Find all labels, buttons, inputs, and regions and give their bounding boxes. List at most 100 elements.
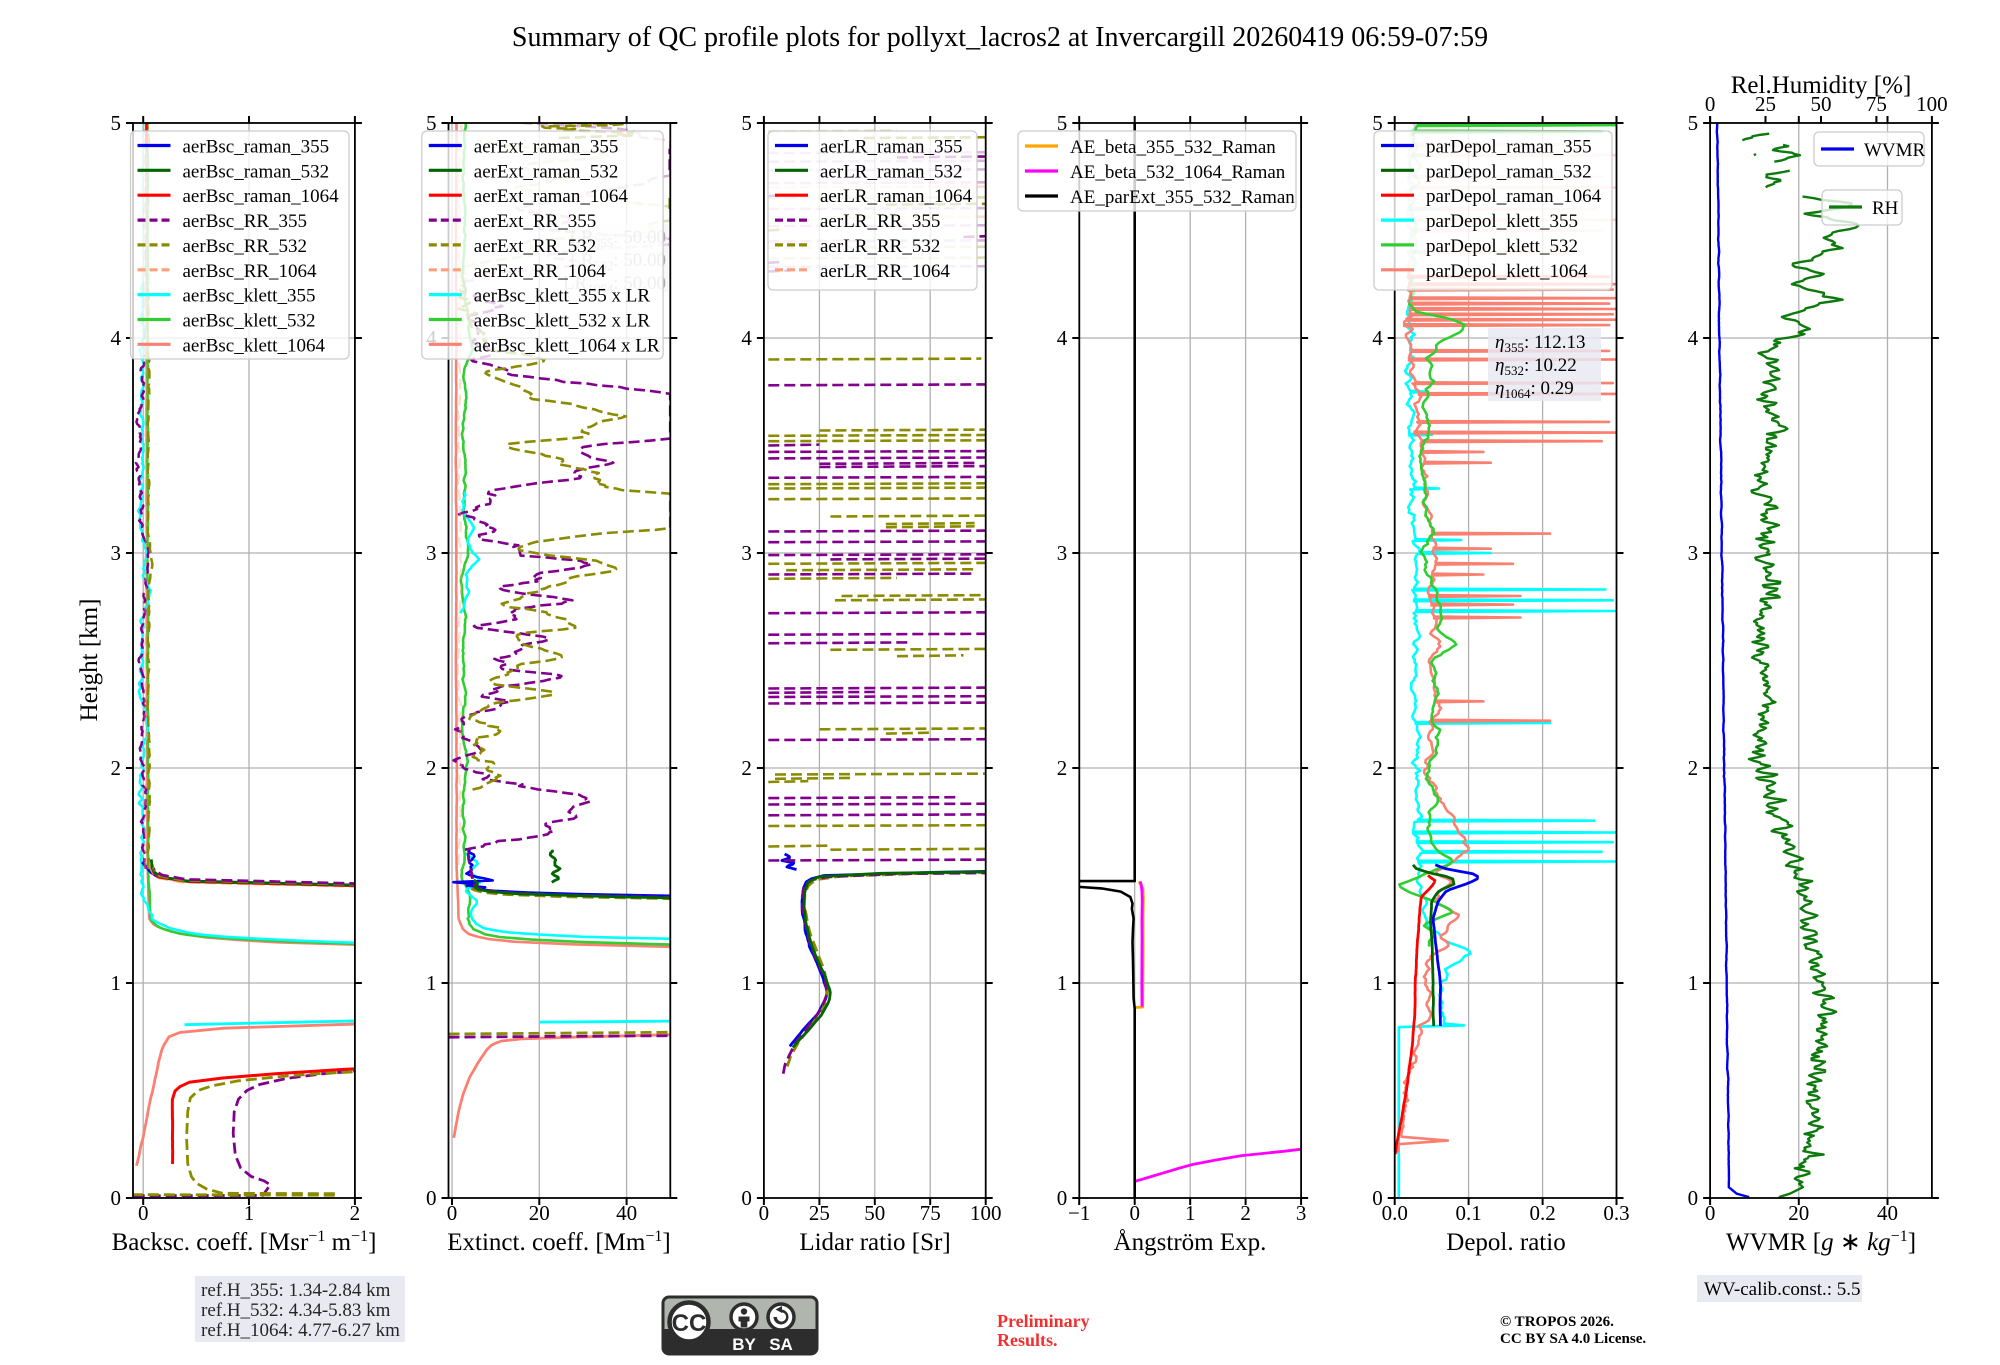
svg-text:0.0: 0.0 (1382, 1201, 1408, 1225)
svg-text:aerBsc_klett_1064: aerBsc_klett_1064 (183, 335, 326, 356)
svg-text:1: 1 (111, 971, 122, 995)
svg-text:WVMR: WVMR (1864, 140, 1926, 161)
svg-text:BY: BY (732, 1335, 756, 1354)
svg-text:4: 4 (1057, 326, 1068, 350)
svg-text:0: 0 (1129, 1201, 1140, 1225)
svg-text:AE_beta_355_532_Raman: AE_beta_355_532_Raman (1070, 137, 1276, 158)
svg-text:Extinct. coeff. [Mm−1]: Extinct. coeff. [Mm−1] (447, 1228, 670, 1256)
svg-text:4: 4 (111, 326, 122, 350)
svg-text:5: 5 (1057, 111, 1068, 135)
svg-text:aerBsc_raman_355: aerBsc_raman_355 (183, 137, 330, 158)
svg-text:75: 75 (1866, 92, 1887, 116)
svg-text:−1: −1 (1068, 1201, 1090, 1225)
svg-text:CC: CC (672, 1310, 707, 1337)
svg-text:aerExt_raman_1064: aerExt_raman_1064 (474, 186, 629, 207)
svg-text:aerLR_RR_1064: aerLR_RR_1064 (820, 261, 950, 282)
svg-text:aerBsc_klett_355 x LR: aerBsc_klett_355 x LR (474, 286, 651, 307)
svg-text:1: 1 (1372, 971, 1383, 995)
svg-text:Ångström Exp.: Ångström Exp. (1114, 1229, 1267, 1256)
svg-text:aerLR_RR_355: aerLR_RR_355 (820, 211, 940, 232)
svg-text:Rel.Humidity [%]: Rel.Humidity [%] (1731, 72, 1912, 99)
svg-text:Summary of QC profile plots fo: Summary of QC profile plots for pollyxt_… (512, 22, 1488, 53)
svg-text:aerExt_RR_355: aerExt_RR_355 (474, 211, 596, 232)
svg-text:aerLR_RR_532: aerLR_RR_532 (820, 236, 940, 257)
svg-text:3: 3 (1688, 541, 1699, 565)
svg-text:0: 0 (759, 1201, 770, 1225)
svg-text:parDepol_raman_355: parDepol_raman_355 (1426, 137, 1592, 158)
svg-text:0: 0 (447, 1201, 458, 1225)
svg-text:4: 4 (1372, 326, 1383, 350)
svg-text:5: 5 (741, 111, 752, 135)
svg-text:0: 0 (1372, 1186, 1383, 1210)
svg-text:aerExt_raman_532: aerExt_raman_532 (474, 161, 619, 182)
svg-text:3: 3 (111, 541, 122, 565)
svg-text:0: 0 (1705, 1201, 1716, 1225)
svg-text:aerExt_RR_532: aerExt_RR_532 (474, 236, 596, 257)
svg-text:5: 5 (111, 111, 122, 135)
svg-text:η355: 112.13: η355: 112.13 (1495, 332, 1586, 355)
svg-text:AE_beta_532_1064_Raman: AE_beta_532_1064_Raman (1070, 162, 1286, 183)
svg-text:1: 1 (1688, 971, 1699, 995)
svg-text:ref.H_355: 1.34-2.84 km: ref.H_355: 1.34-2.84 km (201, 1280, 391, 1301)
svg-text:50: 50 (864, 1201, 885, 1225)
svg-text:aerBsc_raman_532: aerBsc_raman_532 (183, 161, 330, 182)
svg-text:20: 20 (529, 1201, 550, 1225)
svg-text:AE_parExt_355_532_Raman: AE_parExt_355_532_Raman (1070, 187, 1295, 208)
svg-text:parDepol_klett_355: parDepol_klett_355 (1426, 211, 1578, 232)
svg-text:© TROPOS 2026.: © TROPOS 2026. (1500, 1314, 1614, 1330)
svg-text:η532: 10.22: η532: 10.22 (1495, 355, 1577, 378)
svg-text:0: 0 (111, 1186, 122, 1210)
svg-text:3: 3 (426, 541, 437, 565)
svg-text:0.1: 0.1 (1455, 1201, 1481, 1225)
svg-text:40: 40 (616, 1201, 637, 1225)
svg-text:5: 5 (1372, 111, 1383, 135)
svg-text:1: 1 (1185, 1201, 1196, 1225)
svg-text:SA: SA (769, 1335, 793, 1354)
svg-text:aerLR_raman_532: aerLR_raman_532 (820, 161, 962, 182)
svg-text:2: 2 (111, 756, 122, 780)
svg-text:Backsc. coeff. [Msr−1 m−1]: Backsc. coeff. [Msr−1 m−1] (112, 1228, 377, 1256)
svg-text:0: 0 (741, 1186, 752, 1210)
svg-text:parDepol_raman_1064: parDepol_raman_1064 (1426, 186, 1602, 207)
svg-text:4: 4 (1688, 326, 1699, 350)
svg-text:RH: RH (1872, 198, 1899, 219)
svg-text:40: 40 (1877, 1201, 1898, 1225)
svg-text:Preliminary: Preliminary (997, 1311, 1090, 1331)
svg-text:2: 2 (1372, 756, 1383, 780)
svg-text:3: 3 (1296, 1201, 1307, 1225)
svg-text:parDepol_klett_532: parDepol_klett_532 (1426, 236, 1578, 257)
svg-text:25: 25 (809, 1201, 830, 1225)
svg-text:Lidar ratio [Sr]: Lidar ratio [Sr] (799, 1229, 950, 1256)
svg-text:100: 100 (970, 1201, 1002, 1225)
svg-text:20: 20 (1788, 1201, 1809, 1225)
svg-text:aerLR_raman_355: aerLR_raman_355 (820, 137, 962, 158)
svg-text:ref.H_532: 4.34-5.83 km: ref.H_532: 4.34-5.83 km (201, 1300, 391, 1321)
svg-text:0: 0 (1057, 1186, 1068, 1210)
svg-text:1: 1 (1057, 971, 1068, 995)
svg-text:aerBsc_RR_532: aerBsc_RR_532 (183, 236, 308, 257)
svg-text:100: 100 (1916, 92, 1948, 116)
svg-text:25: 25 (1755, 92, 1776, 116)
svg-text:Depol. ratio: Depol. ratio (1446, 1229, 1565, 1256)
svg-text:2: 2 (741, 756, 752, 780)
svg-text:0.3: 0.3 (1603, 1201, 1629, 1225)
svg-text:WV-calib.const.: 5.5: WV-calib.const.: 5.5 (1704, 1279, 1861, 1300)
svg-text:3: 3 (1057, 541, 1068, 565)
svg-text:5: 5 (1688, 111, 1699, 135)
svg-text:aerExt_RR_1064: aerExt_RR_1064 (474, 261, 606, 282)
svg-text:3: 3 (741, 541, 752, 565)
svg-text:Results.: Results. (997, 1330, 1058, 1350)
svg-text:ref.H_1064: 4.77-6.27 km: ref.H_1064: 4.77-6.27 km (201, 1320, 400, 1341)
svg-text:2: 2 (426, 756, 437, 780)
svg-text:3: 3 (1372, 541, 1383, 565)
svg-text:2: 2 (1057, 756, 1068, 780)
svg-text:aerBsc_RR_1064: aerBsc_RR_1064 (183, 261, 318, 282)
svg-text:aerBsc_klett_532: aerBsc_klett_532 (183, 311, 316, 332)
svg-text:2: 2 (1240, 1201, 1251, 1225)
svg-text:4: 4 (741, 326, 752, 350)
svg-text:50: 50 (1811, 92, 1832, 116)
svg-text:5: 5 (426, 111, 437, 135)
svg-text:aerBsc_klett_355: aerBsc_klett_355 (183, 286, 316, 307)
svg-text:1: 1 (244, 1201, 255, 1225)
svg-text:parDepol_klett_1064: parDepol_klett_1064 (1426, 261, 1588, 282)
